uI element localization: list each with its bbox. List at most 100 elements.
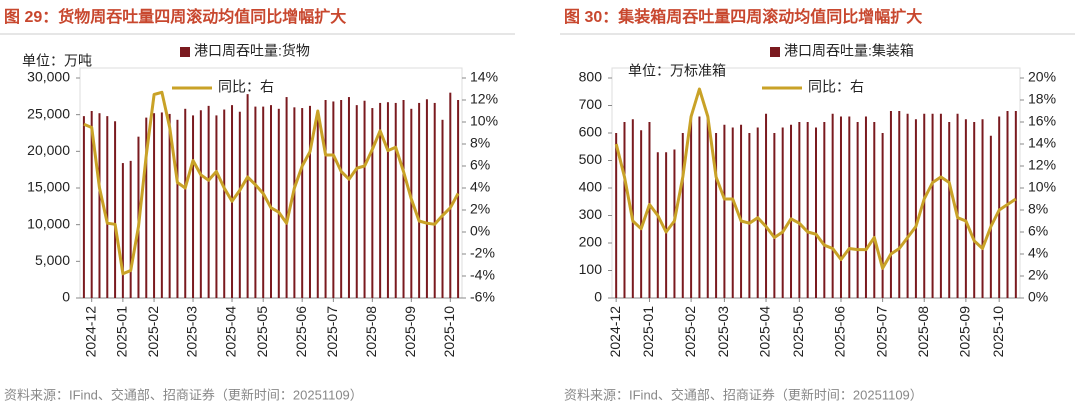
line <box>83 90 460 276</box>
bar <box>418 102 421 298</box>
bar <box>690 119 693 298</box>
chart-title: 图 30：集装箱周吞吐量四周滚动均值同比增幅扩大 <box>564 7 922 26</box>
bar <box>615 133 618 298</box>
x-tick-label: 2025-03 <box>184 306 200 358</box>
bar <box>223 109 226 299</box>
x-tick-label: 2025-02 <box>145 306 161 358</box>
bar <box>681 133 684 298</box>
bar <box>425 99 428 299</box>
bar <box>355 105 358 298</box>
bar <box>277 108 280 298</box>
bar <box>856 122 859 298</box>
y2-tick-label: 2% <box>470 201 490 217</box>
bar <box>981 119 984 298</box>
y-tick-label: 600 <box>579 124 603 140</box>
bar <box>371 108 374 298</box>
x-tick-label: 2025-06 <box>832 306 848 358</box>
x-tick-label: 2025-09 <box>957 306 973 358</box>
bar <box>640 130 643 298</box>
bar <box>698 116 701 298</box>
bar <box>931 113 934 298</box>
bar <box>308 105 311 298</box>
bar <box>648 122 651 298</box>
y2-tick-label: 2% <box>1028 267 1048 283</box>
bar <box>715 133 718 298</box>
y2-tick-label: -2% <box>470 245 495 261</box>
bar <box>665 152 668 298</box>
x-tick-label: 2025-07 <box>324 306 340 358</box>
bar <box>765 113 768 298</box>
bar <box>114 121 117 299</box>
x-tick-label: 2025-03 <box>715 306 731 358</box>
bar <box>316 111 319 298</box>
y-tick-label: 700 <box>579 96 603 112</box>
bar <box>301 108 304 298</box>
legend-label: 同比：右 <box>808 79 864 95</box>
line <box>614 87 1017 270</box>
x-tick-label: 2025-10 <box>441 306 457 358</box>
bar <box>192 115 195 299</box>
bar <box>848 116 851 298</box>
bar <box>923 113 926 298</box>
bar <box>706 119 709 298</box>
bar <box>145 117 148 298</box>
x-tick-label: 2024-12 <box>82 306 98 358</box>
bar <box>394 102 397 298</box>
bar <box>215 115 218 299</box>
bar <box>90 111 93 298</box>
y-tick-label: 100 <box>579 261 603 277</box>
y-tick-label: 10,000 <box>27 215 70 231</box>
x-tick-label: 2025-02 <box>682 306 698 358</box>
bar <box>756 127 759 298</box>
bar <box>881 133 884 298</box>
source-note: 资料来源：IFind、交通部、招商证券（更新时间：20251109） <box>4 387 363 402</box>
bar <box>906 113 909 298</box>
x-tick-label: 2025-09 <box>402 306 418 358</box>
bar <box>379 102 382 298</box>
bar <box>386 102 389 298</box>
bar <box>864 116 867 298</box>
bar <box>781 127 784 298</box>
legend-label: 港口周吞吐量:集装箱 <box>784 43 914 59</box>
bar <box>631 119 634 298</box>
y2-tick-label: 6% <box>1028 223 1048 239</box>
x-tick-label: 2025-08 <box>915 306 931 358</box>
y-tick-label: 25,000 <box>27 105 70 121</box>
bar <box>748 133 751 298</box>
bar <box>823 122 826 298</box>
bar <box>989 135 992 298</box>
bar <box>270 105 272 298</box>
bar <box>839 116 842 298</box>
bar <box>673 149 676 298</box>
y2-tick-label: 4% <box>470 179 490 195</box>
bar <box>433 102 436 298</box>
bar <box>964 119 967 298</box>
bar <box>238 111 241 298</box>
y2-tick-label: 16% <box>1028 113 1056 129</box>
y2-tick-label: 12% <box>1028 157 1056 173</box>
bar <box>948 122 951 298</box>
y2-tick-label: 4% <box>1028 245 1048 261</box>
y-tick-label: 200 <box>579 234 603 250</box>
bar <box>324 100 327 298</box>
bar <box>254 106 257 298</box>
bar <box>939 113 942 298</box>
y-tick-label: 20,000 <box>27 142 70 158</box>
x-tick-label: 2025-04 <box>757 306 773 358</box>
source-note: 资料来源：IFind、交通部、招商证券（更新时间：20251109） <box>564 387 923 402</box>
bar <box>98 113 101 298</box>
y2-tick-label: 14% <box>1028 135 1056 151</box>
y-tick-label: 800 <box>579 69 603 85</box>
bar <box>184 108 187 298</box>
y-tick-label: 0 <box>594 289 602 305</box>
bar <box>347 97 350 298</box>
x-tick-label: 2025-04 <box>223 306 239 358</box>
bar <box>82 116 85 298</box>
y2-tick-label: 18% <box>1028 91 1056 107</box>
bar <box>285 97 288 298</box>
y2-tick-label: 8% <box>470 135 490 151</box>
y2-tick-label: 12% <box>470 91 498 107</box>
